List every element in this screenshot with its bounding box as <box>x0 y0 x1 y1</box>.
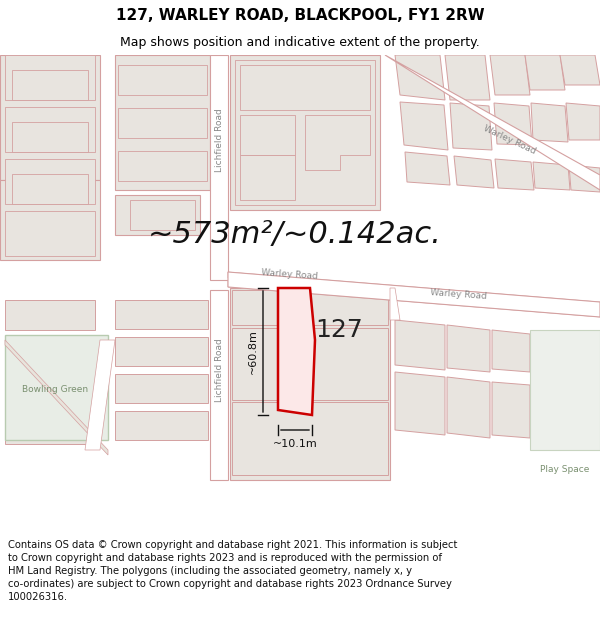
Polygon shape <box>5 300 95 330</box>
Polygon shape <box>130 200 195 230</box>
Polygon shape <box>495 159 534 190</box>
Polygon shape <box>525 55 565 90</box>
Text: 127, WARLEY ROAD, BLACKPOOL, FY1 2RW: 127, WARLEY ROAD, BLACKPOOL, FY1 2RW <box>116 8 484 23</box>
Polygon shape <box>385 55 600 190</box>
Polygon shape <box>447 325 490 372</box>
Polygon shape <box>395 55 445 100</box>
Polygon shape <box>5 376 95 406</box>
Polygon shape <box>532 333 568 372</box>
Polygon shape <box>230 288 390 480</box>
Polygon shape <box>118 65 207 95</box>
Polygon shape <box>5 211 95 256</box>
Polygon shape <box>115 195 200 235</box>
Polygon shape <box>531 103 568 142</box>
Polygon shape <box>12 70 88 100</box>
Polygon shape <box>532 385 568 435</box>
Polygon shape <box>118 108 207 138</box>
Polygon shape <box>232 402 388 475</box>
Text: ~573m²/~0.142ac.: ~573m²/~0.142ac. <box>148 221 442 249</box>
Polygon shape <box>210 55 228 280</box>
Polygon shape <box>570 389 600 432</box>
Polygon shape <box>240 155 295 200</box>
Polygon shape <box>5 340 108 455</box>
Polygon shape <box>5 335 108 440</box>
Polygon shape <box>0 55 100 180</box>
Polygon shape <box>5 107 95 152</box>
Text: Warley Road: Warley Road <box>482 124 538 156</box>
Polygon shape <box>530 330 600 450</box>
Polygon shape <box>210 290 228 480</box>
Polygon shape <box>400 102 448 150</box>
Polygon shape <box>560 55 600 85</box>
Polygon shape <box>85 340 115 450</box>
Polygon shape <box>445 55 490 100</box>
Polygon shape <box>492 330 530 372</box>
Polygon shape <box>395 320 445 370</box>
Polygon shape <box>5 55 95 100</box>
Polygon shape <box>228 272 600 308</box>
Polygon shape <box>533 162 570 190</box>
Polygon shape <box>240 65 370 110</box>
Text: Warley Road: Warley Road <box>430 288 487 301</box>
Polygon shape <box>570 337 600 372</box>
Polygon shape <box>450 103 492 150</box>
Text: Lichfield Road: Lichfield Road <box>215 108 223 172</box>
Text: 100026316.: 100026316. <box>8 592 68 602</box>
Text: to Crown copyright and database rights 2023 and is reproduced with the permissio: to Crown copyright and database rights 2… <box>8 553 442 563</box>
Polygon shape <box>235 60 375 205</box>
Polygon shape <box>5 338 95 368</box>
Polygon shape <box>405 152 450 185</box>
Polygon shape <box>115 300 208 329</box>
Polygon shape <box>305 115 370 170</box>
Polygon shape <box>232 290 388 325</box>
Polygon shape <box>494 103 532 145</box>
Text: Bowling Green: Bowling Green <box>22 386 88 394</box>
Polygon shape <box>228 280 600 317</box>
Polygon shape <box>5 414 95 444</box>
Text: ~10.1m: ~10.1m <box>272 439 317 449</box>
Text: Contains OS data © Crown copyright and database right 2021. This information is : Contains OS data © Crown copyright and d… <box>8 540 457 550</box>
Polygon shape <box>0 180 100 260</box>
Polygon shape <box>115 411 208 440</box>
Polygon shape <box>278 288 315 415</box>
Polygon shape <box>12 122 88 152</box>
Text: 127: 127 <box>315 318 363 342</box>
Polygon shape <box>454 156 494 188</box>
Polygon shape <box>569 165 600 192</box>
Polygon shape <box>447 377 490 438</box>
Text: HM Land Registry. The polygons (including the associated geometry, namely x, y: HM Land Registry. The polygons (includin… <box>8 566 412 576</box>
Polygon shape <box>492 382 530 438</box>
Polygon shape <box>566 103 600 140</box>
Polygon shape <box>490 55 530 95</box>
Polygon shape <box>228 272 600 317</box>
Polygon shape <box>115 55 210 190</box>
Polygon shape <box>390 288 400 320</box>
Text: Lichfield Road: Lichfield Road <box>215 338 223 402</box>
Polygon shape <box>5 159 95 204</box>
Text: ~60.8m: ~60.8m <box>248 329 258 374</box>
Polygon shape <box>232 328 388 400</box>
Text: Play Space: Play Space <box>541 466 590 474</box>
Polygon shape <box>115 337 208 366</box>
Polygon shape <box>230 55 380 210</box>
Text: co-ordinates) are subject to Crown copyright and database rights 2023 Ordnance S: co-ordinates) are subject to Crown copyr… <box>8 579 452 589</box>
Polygon shape <box>115 374 208 403</box>
Polygon shape <box>395 372 445 435</box>
Text: Warley Road: Warley Road <box>262 268 319 281</box>
Text: Map shows position and indicative extent of the property.: Map shows position and indicative extent… <box>120 36 480 49</box>
Polygon shape <box>240 115 295 155</box>
Polygon shape <box>12 174 88 204</box>
Polygon shape <box>118 151 207 181</box>
